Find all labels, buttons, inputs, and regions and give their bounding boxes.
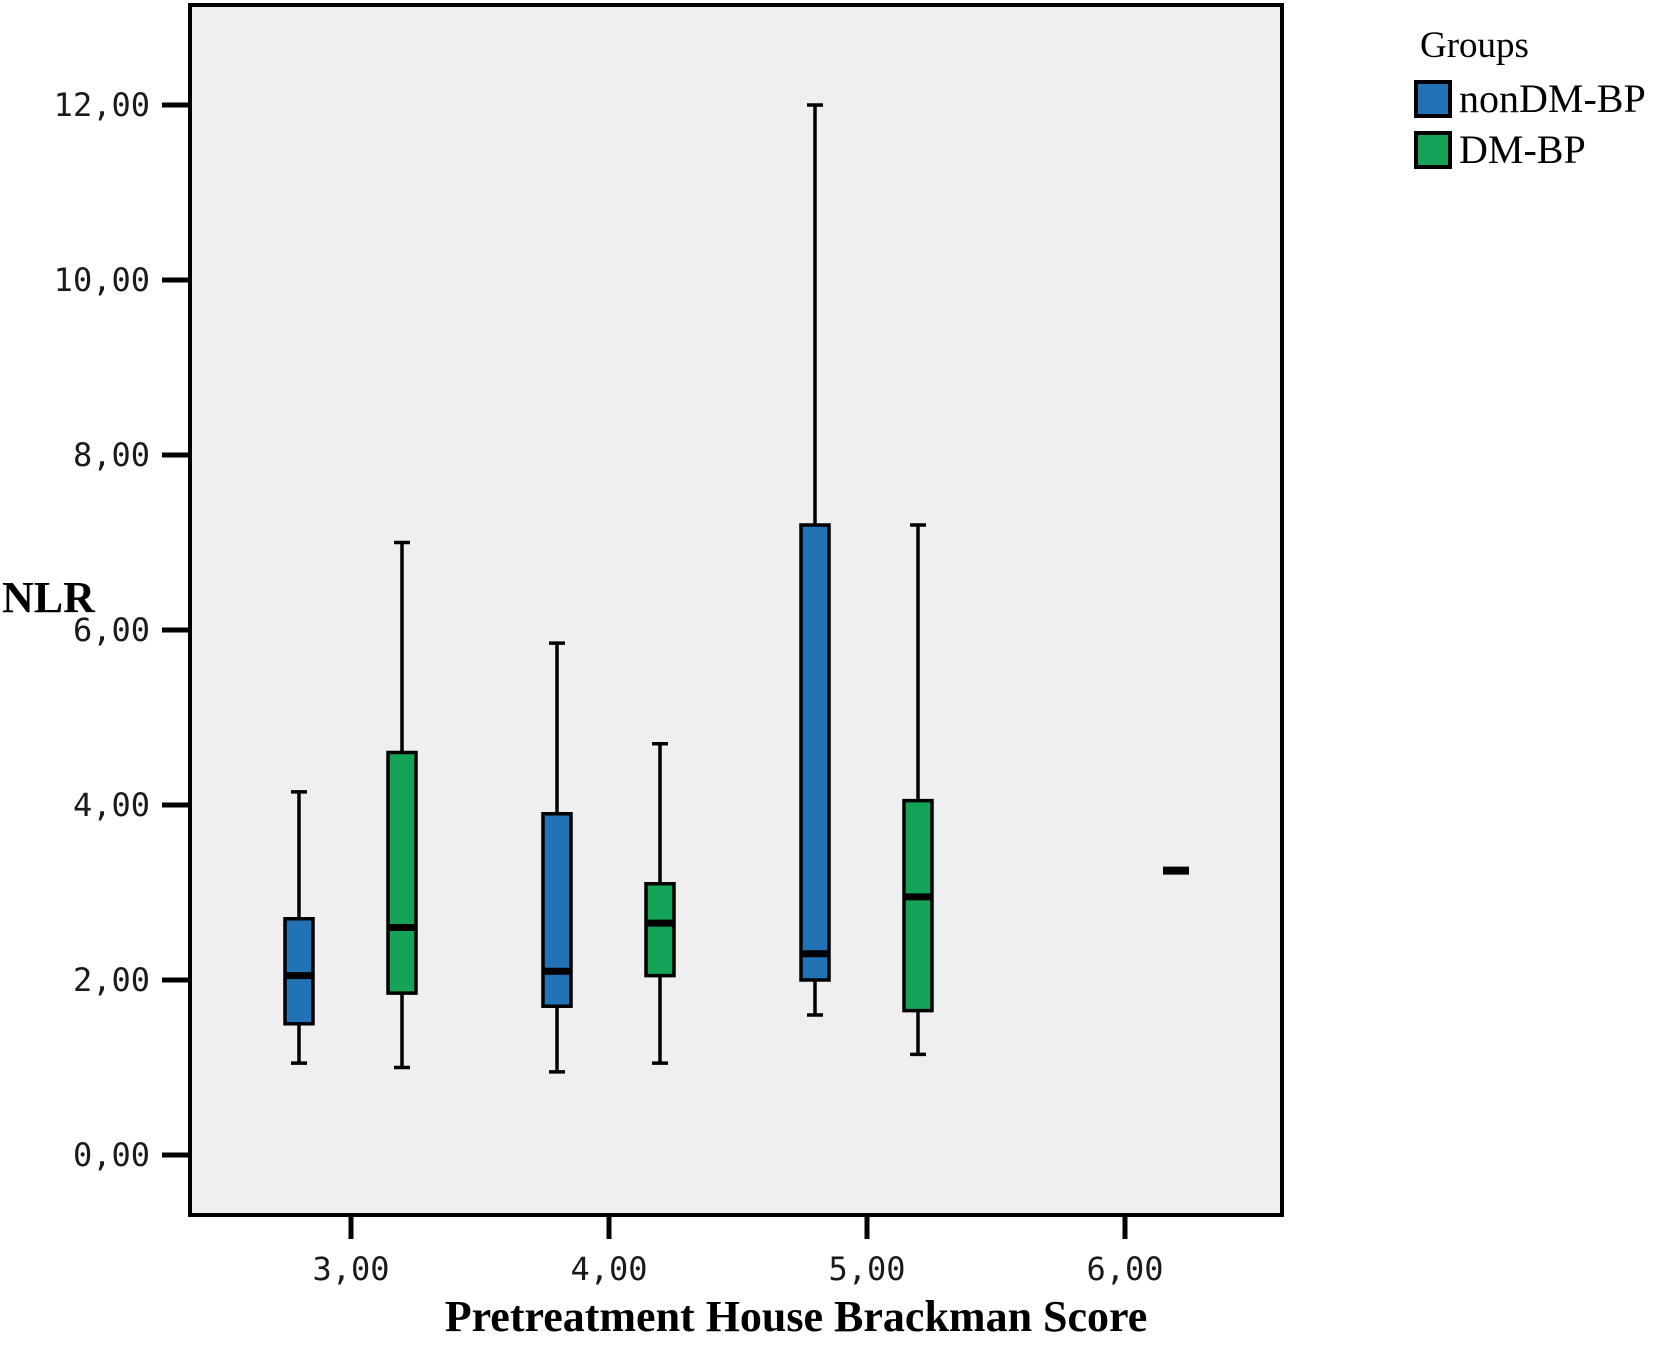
legend-label-dm-bp: DM-BP — [1459, 127, 1586, 172]
x-tick-label: 3,00 — [312, 1250, 389, 1288]
x-tick-label: 5,00 — [828, 1250, 905, 1288]
legend-title: Groups — [1420, 25, 1529, 66]
legend-swatch-dm-bp — [1414, 130, 1452, 169]
y-tick-label: 12,00 — [54, 86, 150, 124]
box-DM-BP-5,00 — [902, 798, 934, 1013]
box-DM-BP-3,00 — [386, 750, 418, 995]
box-nonDM-BP-4,00 — [541, 812, 573, 1008]
legend: Groups nonDM-BP DM-BP — [1414, 24, 1646, 173]
y-tick-label: 0,00 — [73, 1136, 150, 1174]
y-tick-label: 2,00 — [73, 961, 150, 999]
box-DM-BP-4,00 — [644, 882, 676, 978]
legend-entry-dm-bp: DM-BP — [1414, 126, 1646, 173]
box-nonDM-BP-3,00 — [283, 917, 315, 1026]
legend-label-nondm-bp: nonDM-BP — [1459, 76, 1646, 121]
legend-entry-nondm-bp: nonDM-BP — [1414, 75, 1646, 122]
legend-swatch-nondm-bp — [1414, 79, 1452, 118]
y-tick-label: 6,00 — [73, 611, 150, 649]
y-tick-label: 10,00 — [54, 261, 150, 299]
y-tick-label: 8,00 — [73, 436, 150, 474]
y-tick-label: 4,00 — [73, 786, 150, 824]
y-axis-title: NLR — [2, 573, 95, 622]
single-case-median-dash — [1163, 866, 1189, 875]
x-tick-label: 4,00 — [570, 1250, 647, 1288]
x-tick-label: 6,00 — [1086, 1250, 1163, 1288]
x-axis-title: Pretreatment House Brackman Score — [444, 1292, 1148, 1341]
box-nonDM-BP-5,00 — [799, 523, 831, 982]
plot-area — [188, 3, 1284, 1217]
